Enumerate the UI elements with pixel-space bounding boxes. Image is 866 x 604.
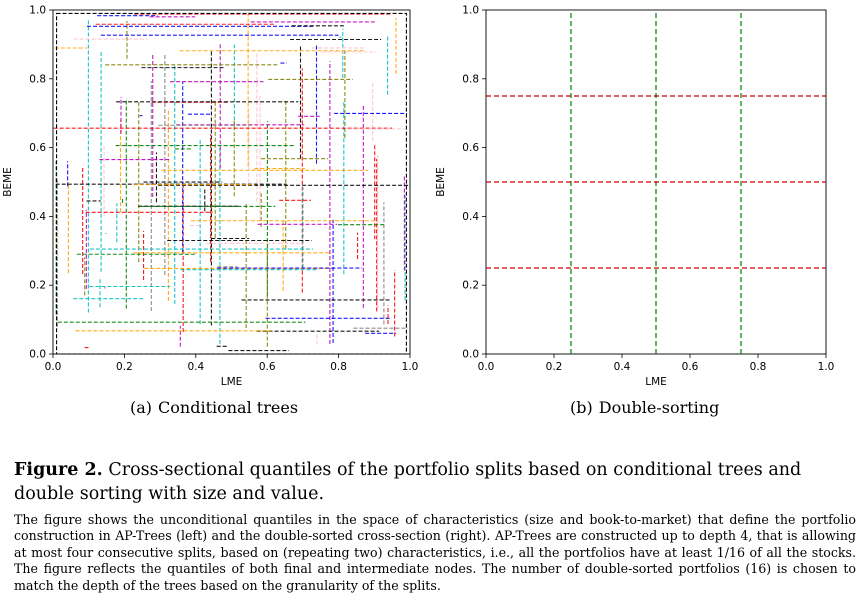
- chart-b-xtick-label: 0.4: [614, 361, 631, 373]
- subcaption-b-label: (b): [570, 398, 593, 417]
- chart-a-ytick-label: 1.0: [29, 5, 46, 17]
- chart-a-xtick-label: 0.2: [116, 361, 133, 373]
- chart-b-ytick-label: 0.2: [462, 280, 479, 292]
- chart-b-xtick-label: 1.0: [818, 361, 835, 373]
- subcaption-b-title: Double-sorting: [598, 398, 720, 417]
- chart-a-ytick-label: 0.4: [29, 211, 46, 223]
- chart-b-ytick-label: 0.6: [462, 142, 479, 154]
- chart-a-xtick-label: 0.6: [259, 361, 276, 373]
- chart-a-ytick-label: 0.0: [29, 349, 46, 361]
- subcaption-a-label: (a): [130, 398, 153, 417]
- subcaption-a-title: Conditional trees: [158, 398, 299, 417]
- chart-double-sorting-svg: 0.0 0.2 0.4 0.6 0.8 1.0 0.0 0.2 0.4 0.6 0.8 1.0 LME B…: [435, 5, 835, 389]
- figure-caption-body: The figure shows the unconditional quant…: [14, 512, 856, 593]
- chart-a-ytick-label: 0.6: [29, 142, 46, 154]
- chart-a-split-lines: [53, 12, 410, 355]
- chart-a-root-node-box: [56, 12, 407, 355]
- chart-a-axes-frame: [52, 9, 411, 355]
- chart-conditional-trees: 0.0 0.2 0.4 0.6 0.8 1.0 0.0 0.2 0.4 0.6 0.8 1.0 LME B…: [0, 0, 433, 420]
- chart-b-x-axis-label: LME: [645, 376, 667, 388]
- chart-double-sorting: 0.0 0.2 0.4 0.6 0.8 1.0 0.0 0.2 0.4 0.6 0.8 1.0 LME B…: [433, 0, 866, 420]
- chart-a-xtick-label: 1.0: [402, 361, 419, 373]
- chart-conditional-trees-svg: 0.0 0.2 0.4 0.6 0.8 1.0 0.0 0.2 0.4 0.6 0.8 1.0 LME B…: [2, 5, 419, 389]
- chart-a-xtick-label: 0.0: [45, 361, 62, 373]
- chart-b-y-axis-label: BEME: [435, 167, 447, 197]
- chart-a-y-axis-label: BEME: [2, 167, 14, 197]
- chart-b-xtick-label: 0.2: [546, 361, 563, 373]
- subcaption-a: (a) Conditional trees: [130, 398, 298, 417]
- chart-a-xtick-label: 0.4: [187, 361, 204, 373]
- figure-title: Cross-sectional quantiles of the portfol…: [14, 460, 802, 504]
- chart-a-xtick-label: 0.8: [330, 361, 347, 373]
- chart-a-x-axis-label: LME: [221, 376, 243, 388]
- chart-b-xtick-label: 0.0: [478, 361, 495, 373]
- chart-b-xtick-label: 0.6: [682, 361, 699, 373]
- figure-label: Figure 2.: [14, 460, 103, 480]
- figure-caption-title: Figure 2. Cross-sectional quantiles of t…: [14, 458, 854, 506]
- chart-a-ytick-label: 0.8: [29, 73, 46, 85]
- chart-b-ytick-label: 0.4: [462, 211, 479, 223]
- chart-b-ytick-label: 1.0: [462, 5, 479, 17]
- chart-b-ytick-label: 0.0: [462, 349, 479, 361]
- chart-b-xtick-label: 0.8: [750, 361, 767, 373]
- chart-b-ytick-label: 0.8: [462, 73, 479, 85]
- subcaption-b: (b) Double-sorting: [570, 398, 719, 417]
- chart-a-ytick-label: 0.2: [29, 280, 46, 292]
